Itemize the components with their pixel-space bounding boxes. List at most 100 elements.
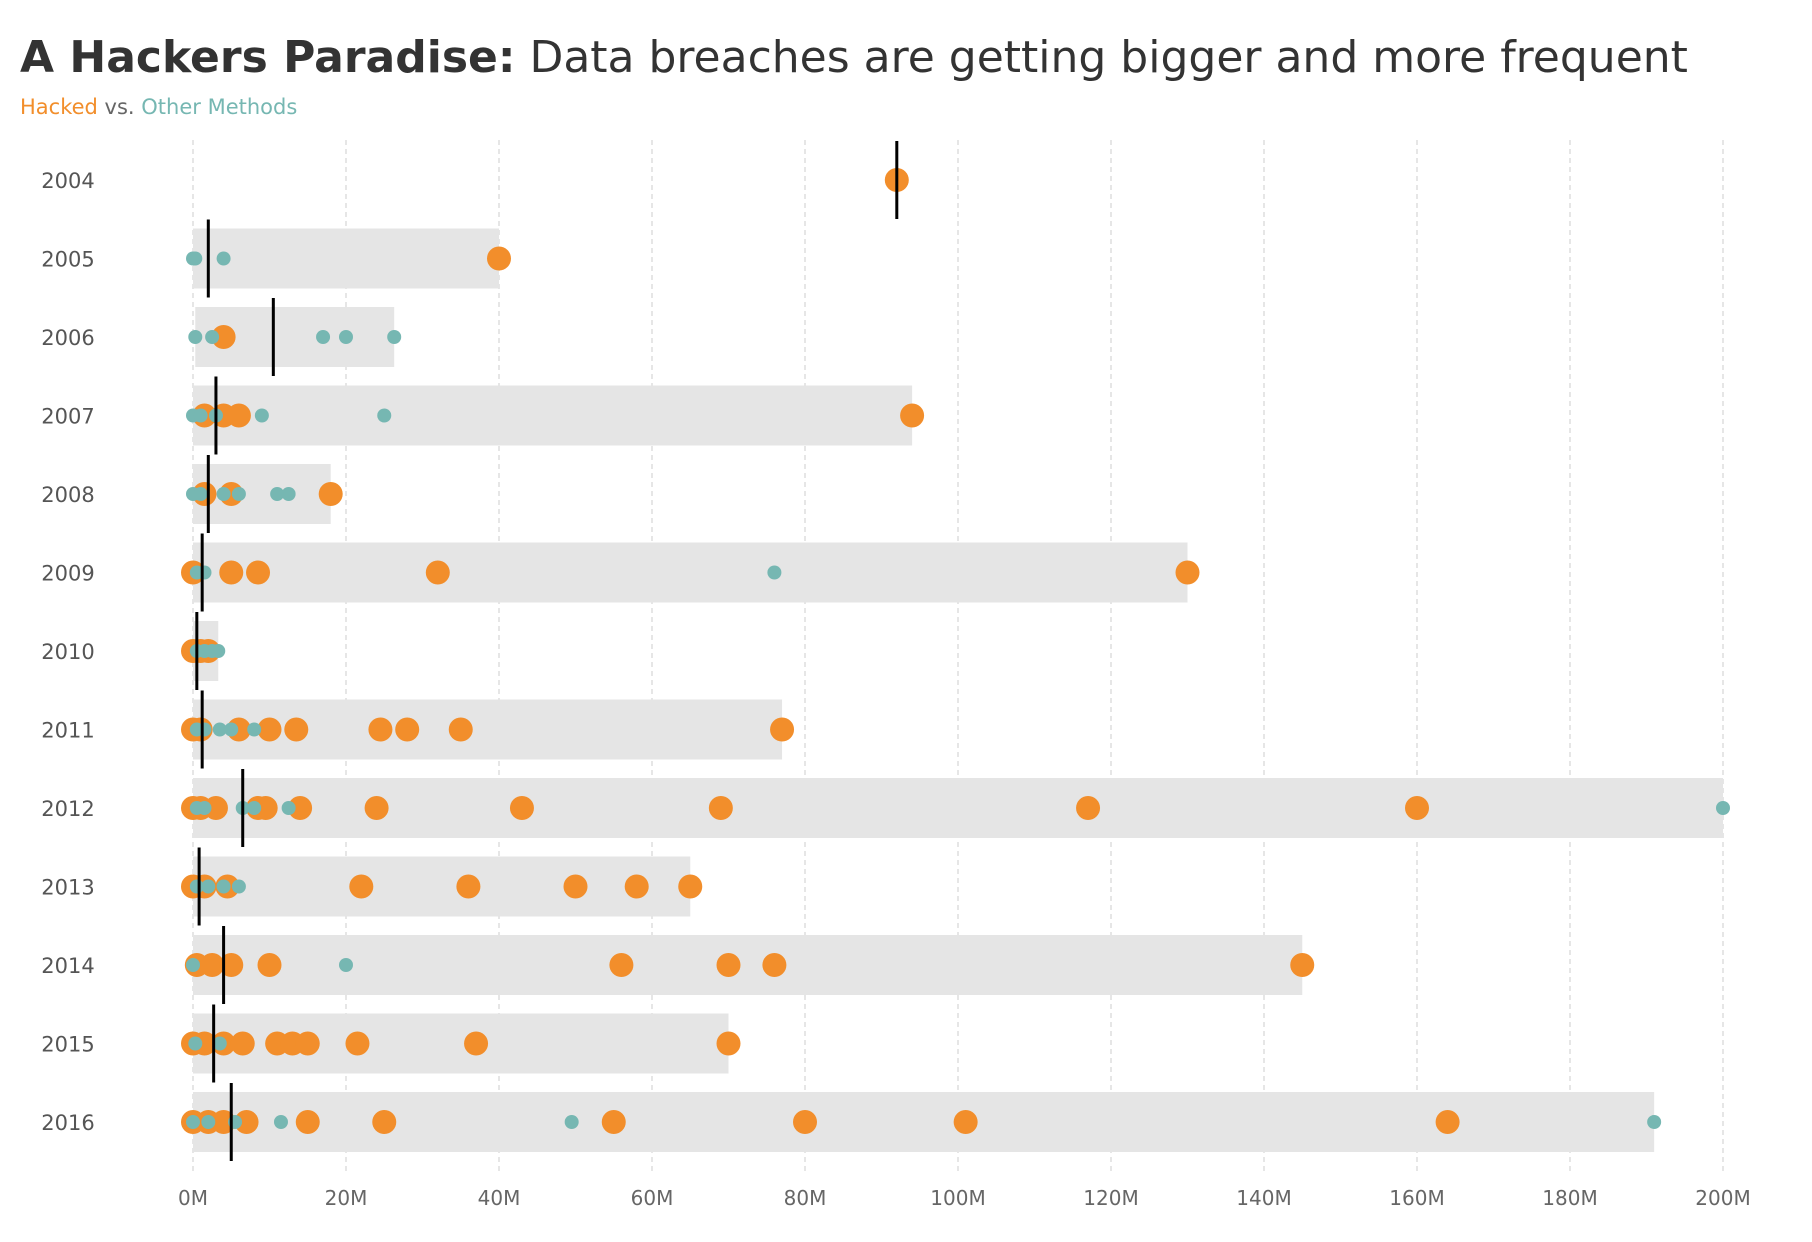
hacked-point <box>1290 953 1315 977</box>
year-label: 2008 <box>41 483 94 507</box>
hacked-point <box>609 953 634 977</box>
other-point <box>201 879 216 894</box>
x-tick-label: 40M <box>478 1186 521 1210</box>
other-point <box>270 487 285 501</box>
hacked-point <box>425 560 450 585</box>
other-point <box>188 1036 203 1051</box>
year-row: 2007 <box>41 376 925 455</box>
year-label: 2009 <box>41 562 94 586</box>
x-tick-label: 20M <box>325 1186 368 1210</box>
hacked-point <box>372 1110 397 1134</box>
median-line <box>206 455 210 533</box>
title-bold: A Hackers Paradise: <box>20 32 515 83</box>
other-point <box>212 1036 227 1051</box>
hacked-point <box>900 403 925 428</box>
hacked-point <box>678 874 703 899</box>
year-label: 2016 <box>41 1111 94 1135</box>
year-label: 2015 <box>41 1033 94 1057</box>
median-line <box>214 376 218 455</box>
other-point <box>216 487 231 501</box>
median-line <box>200 690 204 769</box>
hacked-point <box>456 874 481 899</box>
year-label: 2004 <box>41 169 94 193</box>
hacked-point <box>318 482 343 506</box>
hacked-point <box>246 560 271 585</box>
hacked-point <box>295 1031 320 1056</box>
other-point <box>193 487 208 501</box>
x-axis: 0M 20M 40M 60M 80M 100M 120M 140M 160M 180M 200M <box>178 1186 1751 1210</box>
median-line <box>229 1083 233 1161</box>
other-point <box>564 1115 579 1129</box>
hacked-point <box>487 246 511 271</box>
hacked-point <box>364 796 389 820</box>
other-point <box>377 408 392 423</box>
median-line <box>197 847 201 926</box>
hacked-point <box>345 1031 370 1056</box>
year-label: 2005 <box>41 248 94 272</box>
other-point <box>211 644 226 658</box>
other-point <box>205 330 220 344</box>
hacked-point <box>762 953 787 977</box>
other-point <box>216 251 231 266</box>
hacked-point <box>203 796 228 820</box>
median-line <box>222 926 226 1004</box>
other-point <box>339 958 353 972</box>
x-tick-label: 100M <box>930 1186 985 1210</box>
other-point <box>387 330 402 344</box>
x-tick-label: 80M <box>784 1186 827 1210</box>
hacked-point <box>257 717 282 742</box>
year-label: 2014 <box>41 954 94 978</box>
year-row: 2015 <box>41 1004 741 1083</box>
other-point <box>281 487 296 501</box>
other-point <box>193 408 208 423</box>
x-tick-label: 140M <box>1236 1186 1291 1210</box>
other-point <box>1647 1115 1662 1129</box>
x-tick-label: 120M <box>1083 1186 1138 1210</box>
year-label: 2012 <box>41 797 94 821</box>
other-point <box>197 722 212 737</box>
hacked-point <box>464 1031 489 1056</box>
rows: 2004 2005 2006 2007 2008 2009 2010 2011 2012 2013… <box>41 141 1730 1161</box>
other-point <box>254 408 269 423</box>
other-point <box>216 879 231 894</box>
title-rest: Data breaches are getting bigger and mor… <box>515 32 1687 83</box>
other-point <box>273 1115 288 1129</box>
hacked-point <box>219 560 244 585</box>
hacked-point <box>211 1110 236 1134</box>
median-line <box>241 769 245 847</box>
other-point <box>339 330 353 344</box>
hacked-point <box>793 1110 817 1134</box>
hacked-point <box>708 796 733 820</box>
other-point <box>186 1115 200 1129</box>
legend-hacked: Hacked <box>20 95 98 119</box>
hacked-point <box>257 953 282 977</box>
other-point <box>767 565 782 580</box>
other-point <box>1716 801 1730 815</box>
range-bar <box>193 385 913 446</box>
year-label: 2007 <box>41 405 94 429</box>
x-tick-label: 60M <box>631 1186 674 1210</box>
hacked-point <box>230 1031 255 1056</box>
hacked-point <box>953 1110 978 1134</box>
other-point <box>224 722 239 737</box>
year-row: 2013 <box>41 847 703 926</box>
range-bar <box>193 1092 1655 1152</box>
hacked-point <box>563 874 588 899</box>
chart-subtitle: Hacked vs. Other Methods <box>20 95 297 119</box>
hacked-point <box>284 717 309 742</box>
other-point <box>197 565 212 580</box>
hacked-point <box>395 717 420 742</box>
hacked-point <box>601 1110 626 1134</box>
hacked-point <box>1435 1110 1460 1134</box>
hacked-point <box>716 953 741 977</box>
median-line <box>195 612 199 690</box>
chart-title: A Hackers Paradise: Data breaches are ge… <box>20 32 1688 83</box>
hacked-point <box>624 874 649 899</box>
hacked-point <box>349 874 374 899</box>
other-point <box>188 330 203 344</box>
other-point <box>186 958 200 972</box>
other-point <box>247 722 262 737</box>
other-point <box>231 487 246 501</box>
hacked-point <box>716 1031 741 1056</box>
